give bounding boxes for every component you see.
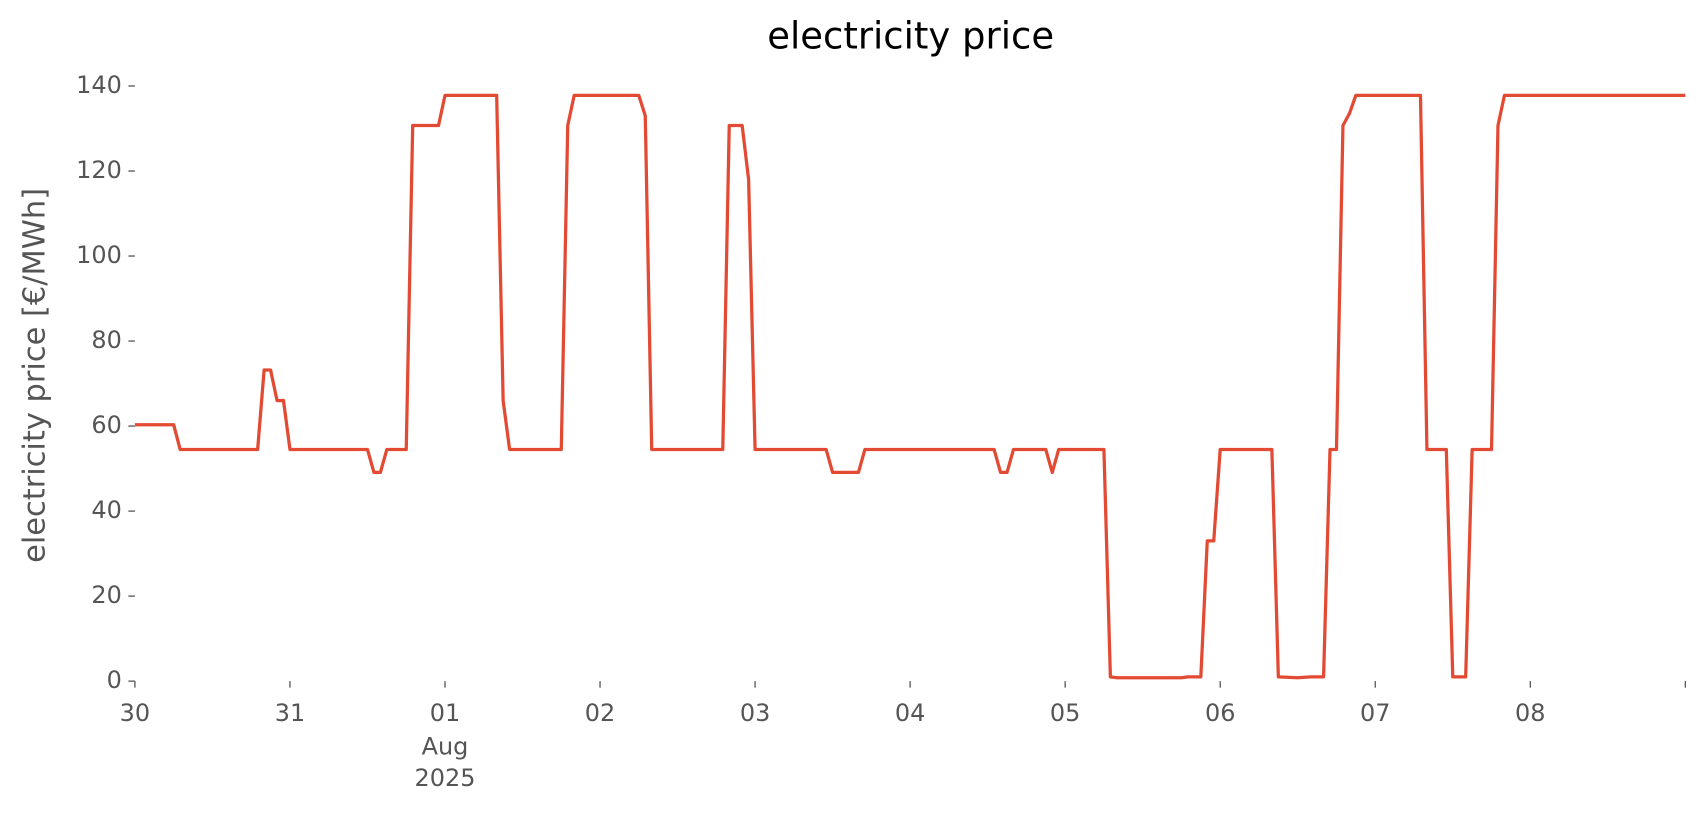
x-tick-sublabel: 2025 bbox=[415, 764, 476, 792]
x-tick-label: 04 bbox=[895, 699, 925, 727]
x-tick-sublabel: Aug bbox=[422, 733, 469, 761]
y-tick-label: 140 bbox=[76, 71, 122, 99]
x-tick-label: 05 bbox=[1050, 699, 1080, 727]
y-axis-label: electricity price [€/MWh] bbox=[17, 188, 52, 563]
y-tick-label: 120 bbox=[76, 156, 122, 184]
y-tick-label: 20 bbox=[91, 581, 121, 609]
x-tick-label: 07 bbox=[1360, 699, 1390, 727]
x-tick-label: 02 bbox=[585, 699, 615, 727]
x-tick-label: 03 bbox=[740, 699, 770, 727]
x-tick-label: 30 bbox=[120, 699, 150, 727]
y-tick-label: 80 bbox=[91, 326, 121, 354]
price-line bbox=[134, 93, 1686, 680]
x-tick-label: 31 bbox=[275, 699, 305, 727]
chart-title: electricity price bbox=[767, 15, 1054, 58]
x-tick-label: 06 bbox=[1205, 699, 1235, 727]
y-tick-label: 100 bbox=[76, 241, 122, 269]
y-tick-label: 0 bbox=[107, 666, 122, 694]
x-tick-label: 01 bbox=[430, 699, 460, 727]
y-tick-label: 40 bbox=[91, 496, 121, 524]
x-tick-label: 08 bbox=[1515, 699, 1545, 727]
y-tick-label: 60 bbox=[91, 411, 121, 439]
